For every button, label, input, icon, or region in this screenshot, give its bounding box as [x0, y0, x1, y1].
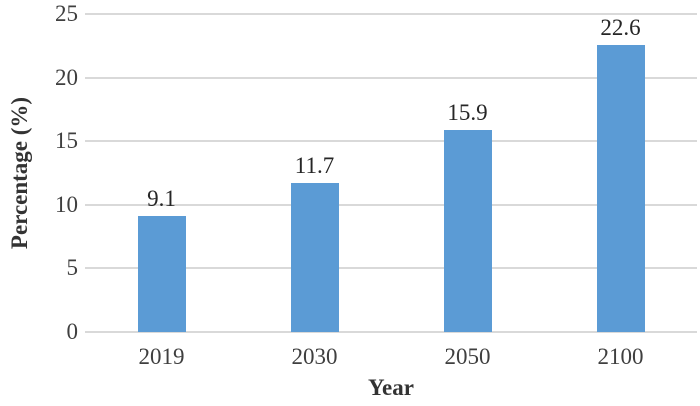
gridline-15 — [85, 140, 697, 143]
y-tick-label-5: 5 — [66, 255, 79, 281]
bar-value-label-2019: 9.1 — [147, 186, 176, 212]
bar-2019 — [137, 216, 186, 332]
x-tick-label-2030: 2030 — [291, 344, 338, 369]
y-tick-label-25: 25 — [55, 1, 78, 26]
y-tick-label-0: 0 — [66, 319, 79, 344]
x-tick-label-2019: 2019 — [138, 344, 185, 369]
bar-2030 — [290, 183, 339, 332]
gridline-10 — [85, 203, 697, 206]
x-tick-label-2100: 2100 — [597, 344, 644, 369]
gridline-0 — [85, 331, 697, 333]
x-tick-label-2050: 2050 — [444, 344, 491, 369]
bar-value-label-2100: 22.6 — [600, 14, 641, 40]
y-tick-label-10: 10 — [55, 191, 78, 217]
gridline-25 — [85, 13, 697, 15]
bar-2050 — [443, 129, 492, 332]
gridline-20 — [85, 76, 697, 79]
x-axis-title: Year — [368, 375, 414, 400]
bar-2100 — [596, 44, 645, 332]
y-tick-label-20: 20 — [55, 64, 78, 90]
bar-value-label-2050: 15.9 — [447, 99, 488, 125]
gridline-5 — [85, 267, 697, 270]
y-tick-label-15: 15 — [55, 128, 78, 154]
bar-value-label-2030: 11.7 — [294, 153, 335, 179]
